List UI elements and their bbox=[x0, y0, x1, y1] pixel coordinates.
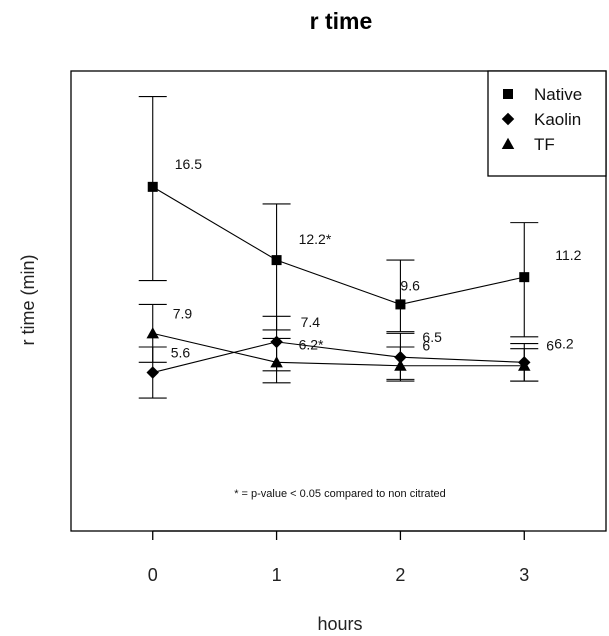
series-line bbox=[152, 332, 525, 367]
data-label: 6 bbox=[422, 338, 430, 354]
data-point bbox=[271, 255, 282, 266]
data-point bbox=[270, 356, 283, 368]
footnote: * = p-value < 0.05 compared to non citra… bbox=[234, 488, 446, 500]
series-kaolin: 5.6 7.4 6.5 6.2 bbox=[138, 314, 574, 399]
data-label: 6 bbox=[546, 338, 554, 354]
data-label: 16.5 bbox=[175, 156, 202, 172]
legend-marker-kaolin bbox=[501, 112, 515, 126]
data-label: 9.6 bbox=[400, 277, 420, 293]
legend-label-kaolin: Kaolin bbox=[534, 110, 581, 129]
chart-title: r time bbox=[310, 8, 373, 34]
data-label: 12.2* bbox=[299, 231, 332, 247]
data-point bbox=[395, 299, 406, 310]
series-layer: 16.5 12.2* 9.6 11.2 5.6 7.4 6.5 6.2 7.9 6.2* 6 6 bbox=[138, 96, 582, 399]
data-label: 7.4 bbox=[301, 314, 321, 330]
series-line bbox=[152, 186, 525, 305]
x-axis-label: hours bbox=[317, 614, 362, 634]
x-axis: 0 1 2 3 bbox=[148, 530, 529, 585]
data-label: 11.2 bbox=[555, 247, 581, 263]
legend-label-native: Native bbox=[534, 85, 582, 104]
data-point bbox=[146, 366, 159, 379]
data-point bbox=[394, 359, 407, 371]
data-label: 5.6 bbox=[171, 345, 191, 361]
x-tick-label: 3 bbox=[519, 565, 529, 585]
legend-marker-tf bbox=[501, 137, 515, 149]
data-point bbox=[146, 327, 159, 339]
series-tf: 7.9 6.2* 6 6 bbox=[138, 303, 554, 384]
y-axis-label: r time (min) bbox=[18, 255, 38, 346]
legend-marker-native bbox=[503, 89, 513, 99]
legend-label-tf: TF bbox=[534, 135, 555, 154]
data-point bbox=[519, 272, 530, 283]
x-tick-label: 1 bbox=[272, 565, 282, 585]
x-tick-label: 0 bbox=[148, 565, 158, 585]
x-tick-label: 2 bbox=[395, 565, 405, 585]
series-line bbox=[152, 341, 525, 374]
data-point bbox=[518, 359, 531, 371]
data-label: 7.9 bbox=[173, 305, 193, 321]
data-label: 6.5 bbox=[422, 329, 442, 345]
data-point bbox=[147, 181, 158, 192]
series-native: 16.5 12.2* 9.6 11.2 bbox=[138, 96, 582, 338]
data-label: 6.2 bbox=[554, 335, 574, 351]
data-label: 6.2* bbox=[299, 336, 324, 352]
legend: Native Kaolin TF bbox=[487, 70, 607, 177]
